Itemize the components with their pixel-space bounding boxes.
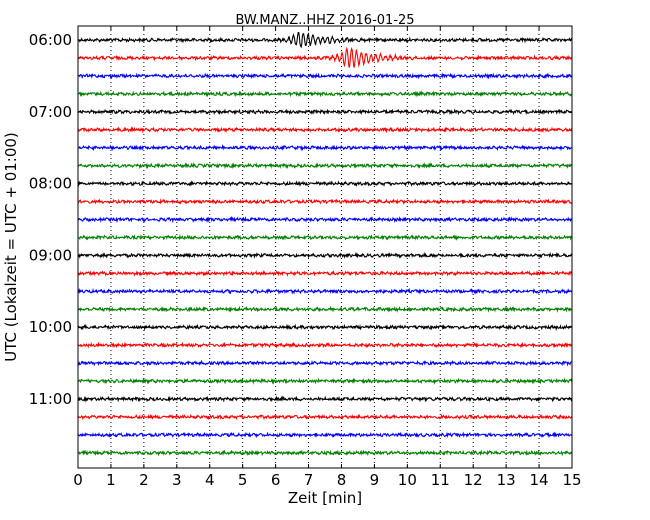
trace-line (77, 46, 573, 68)
y-axis: 06:00 07:00 08:00 09:00 10:00 11:00 (29, 31, 572, 408)
x-tick-label: 4 (205, 471, 215, 489)
trace-line (77, 449, 572, 457)
trace-line (77, 180, 573, 187)
x-axis-label: Zeit [min] (288, 489, 362, 507)
x-tick-label: 11 (431, 471, 450, 489)
y-tick-label: 08:00 (29, 175, 72, 193)
y-tick-label: 09:00 (29, 246, 72, 264)
y-tick-label: 06:00 (29, 31, 72, 49)
trace-line (77, 215, 573, 224)
grid-lines (110, 26, 540, 468)
x-tick-label: 8 (337, 471, 347, 489)
plot-frame (77, 25, 573, 469)
trace-line (77, 359, 572, 367)
trace-line (77, 198, 572, 206)
trace-line (77, 413, 573, 421)
trace-line (77, 323, 573, 331)
y-tick-label: 11:00 (29, 390, 72, 408)
x-tick-label: 1 (106, 471, 116, 489)
trace-line (77, 31, 573, 49)
trace-group (77, 31, 573, 457)
trace-line (77, 305, 573, 313)
chart-title: BW.MANZ..HHZ 2016-01-25 (235, 13, 414, 28)
trace-line (77, 251, 573, 259)
x-tick-label: 3 (172, 471, 182, 489)
x-tick-label: 15 (562, 471, 581, 489)
trace-line (77, 144, 572, 152)
x-tick-label: 14 (530, 471, 549, 489)
x-tick-label: 7 (304, 471, 314, 489)
trace-line (77, 108, 573, 116)
trace-line (77, 431, 573, 439)
x-axis: 0 1 2 3 4 5 6 7 8 9 10 11 12 13 14 15 (73, 26, 582, 489)
y-tick-label: 07:00 (29, 103, 72, 121)
trace-line (77, 126, 573, 134)
x-tick-label: 6 (271, 471, 281, 489)
x-tick-label: 13 (497, 471, 516, 489)
trace-line (77, 72, 573, 80)
trace-line (77, 287, 573, 295)
trace-line (77, 341, 573, 349)
y-tick-label: 10:00 (29, 318, 72, 336)
y-axis-label: UTC (Lokalzeit = UTC + 01:00) (2, 132, 20, 362)
trace-line (77, 162, 573, 170)
trace-line (77, 395, 573, 403)
trace-line (77, 90, 573, 98)
x-tick-label: 5 (238, 471, 248, 489)
x-tick-label: 10 (398, 471, 417, 489)
trace-line (77, 377, 573, 385)
x-tick-label: 2 (139, 471, 149, 489)
x-tick-label: 12 (464, 471, 483, 489)
trace-line (77, 233, 572, 241)
trace-line (77, 269, 573, 277)
x-tick-label: 0 (73, 471, 83, 489)
x-tick-label: 9 (370, 471, 380, 489)
